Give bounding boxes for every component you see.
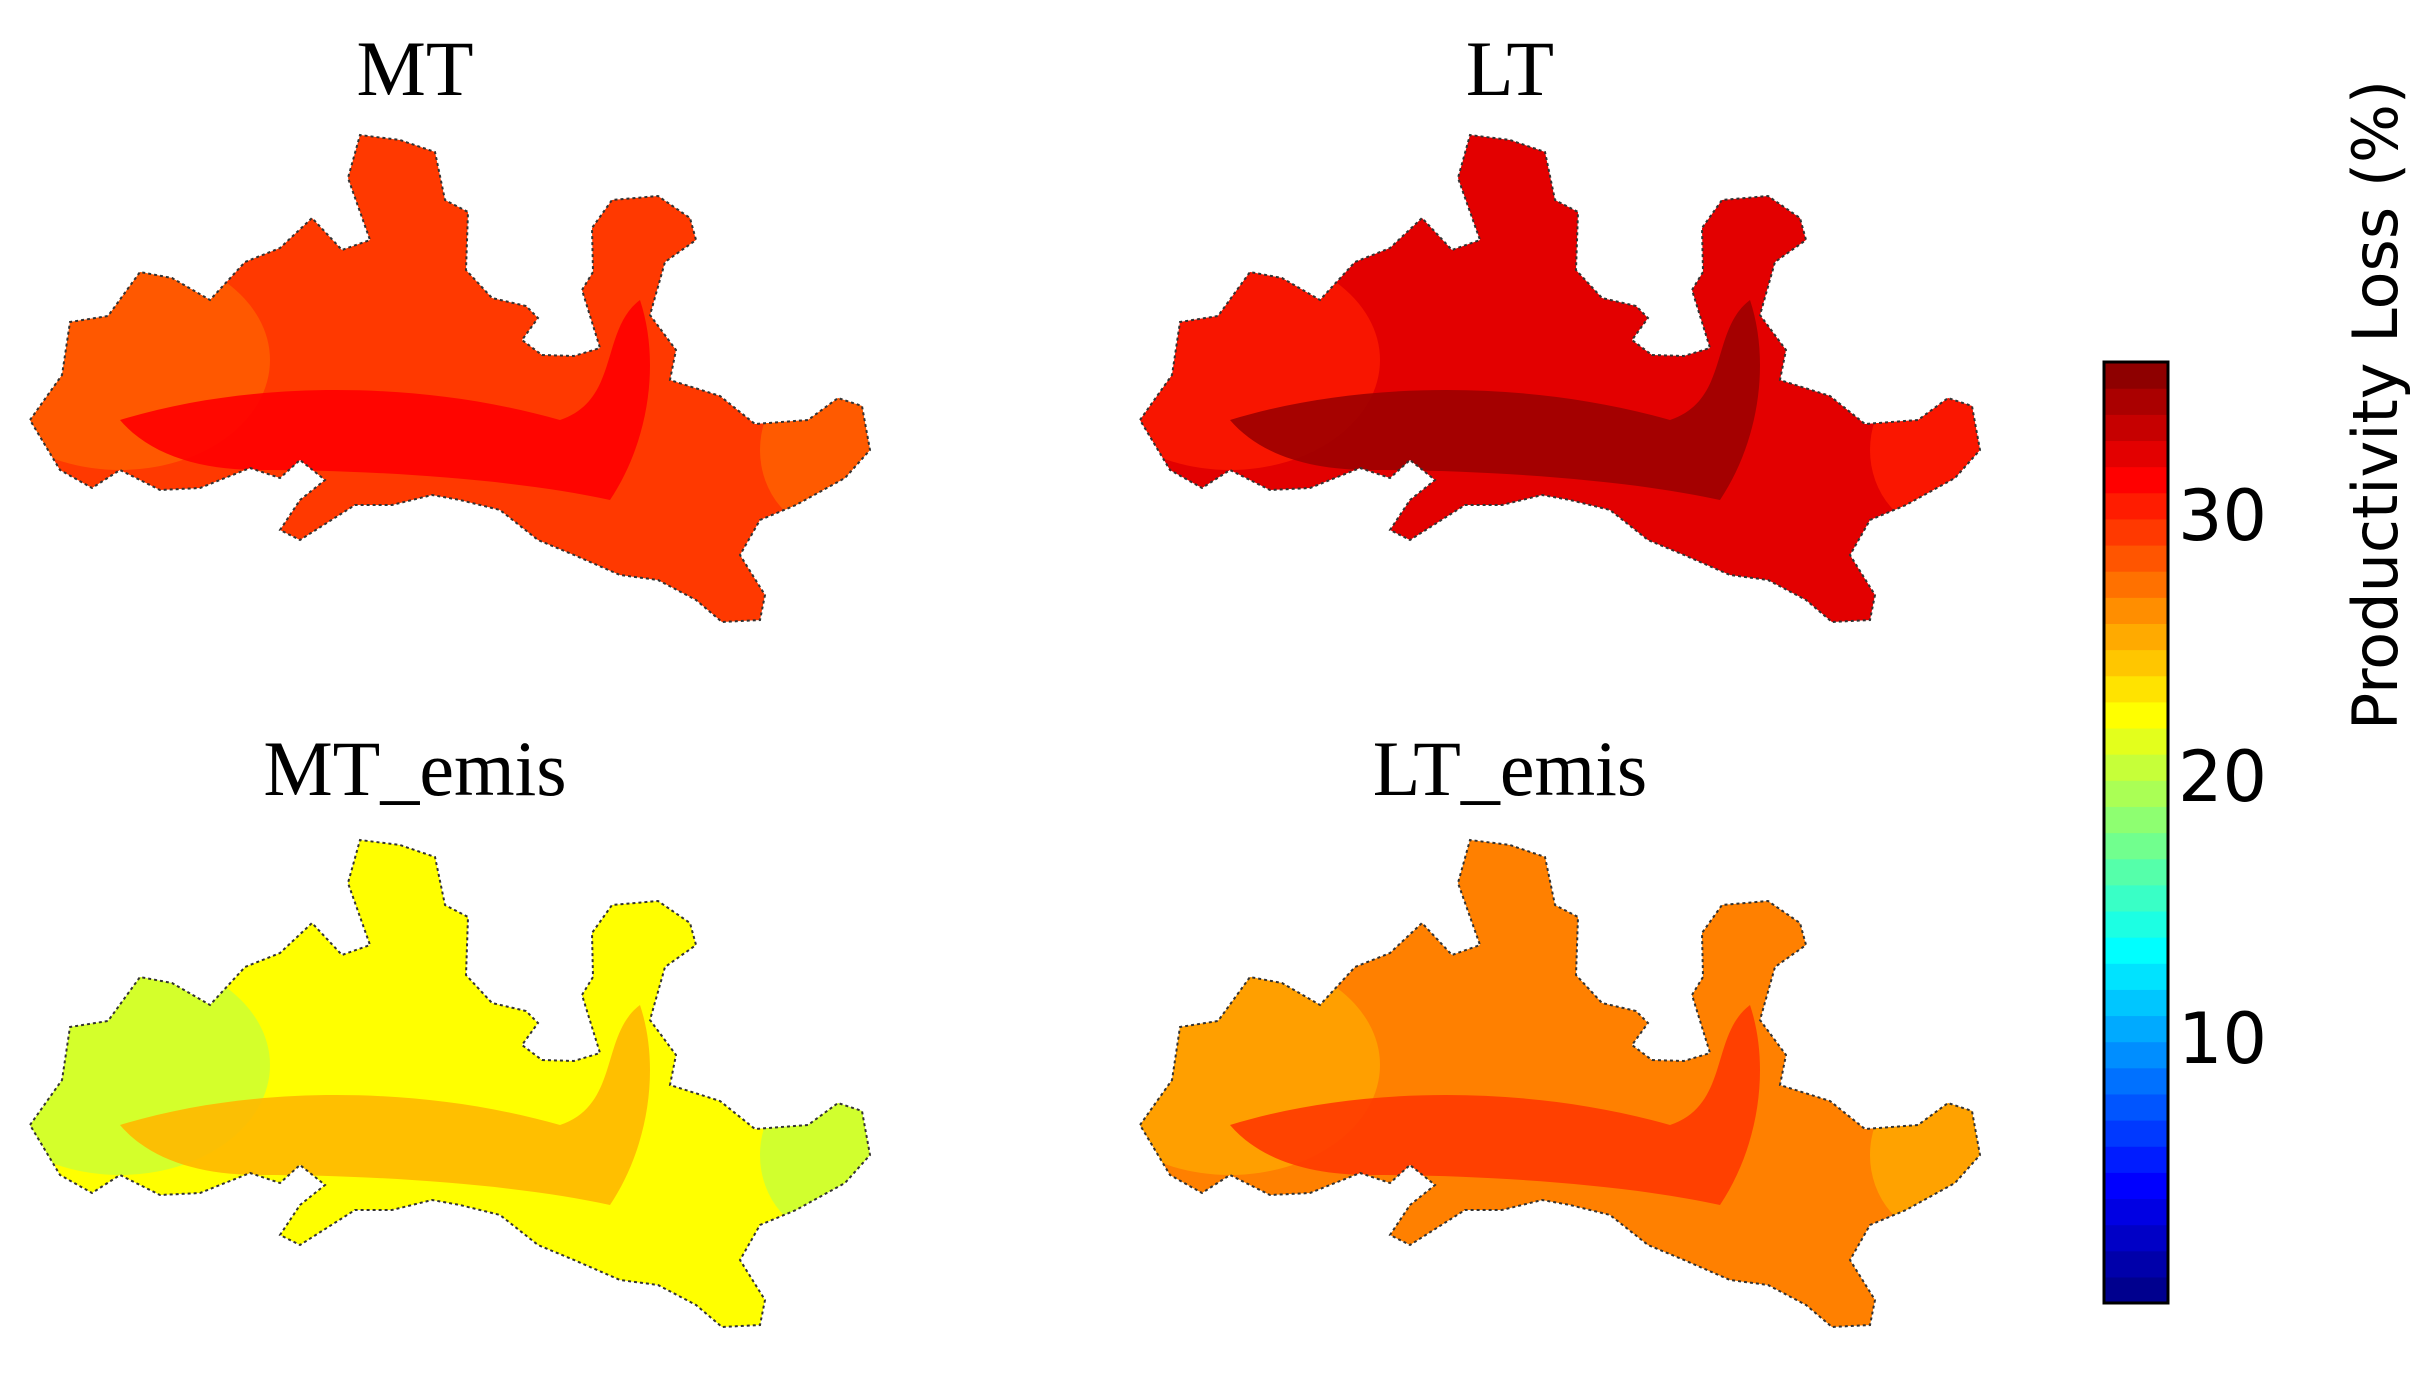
colorbar-band (2104, 1120, 2168, 1147)
colorbar-band (2104, 362, 2168, 389)
map-edge-zone (1870, 370, 1980, 530)
panel-title-lt: LT (1465, 25, 1555, 112)
colorbar-band (2104, 910, 2168, 938)
colorbar-band (2104, 884, 2168, 912)
colorbar-band (2104, 597, 2168, 624)
map-core-zone (120, 1005, 650, 1205)
colorbar-band (2104, 780, 2168, 807)
map-edge-zone (760, 370, 870, 530)
panel-title-mt: MT (356, 25, 474, 112)
map-core-zone (120, 300, 650, 500)
map-panel-lt-emis (1139, 839, 1981, 1328)
colorbar-band (2104, 414, 2168, 442)
colorbar-frame (2102, 360, 2170, 1305)
colorbar-band (2104, 440, 2168, 468)
colorbar-band (2104, 1067, 2168, 1095)
colorbar-band (2104, 649, 2168, 677)
colorbar-band (2104, 989, 2168, 1017)
colorbar-band (2104, 1250, 2168, 1278)
map-core-zone (1230, 300, 1760, 500)
colorbar (2102, 360, 2170, 1305)
colorbar-band (2104, 701, 2168, 729)
colorbar-band (2104, 858, 2168, 886)
panel-title-mt-emis: MT_emis (263, 725, 567, 812)
colorbar-band (2104, 388, 2168, 415)
colorbar-band (2104, 1224, 2168, 1252)
colorbar-label: Productivity Loss (%) (2339, 79, 2412, 731)
colorbar-band (2104, 1276, 2168, 1304)
colorbar-tick-10: 10 (2178, 997, 2268, 1080)
colorbar-band (2104, 1015, 2168, 1043)
colorbar-band (2104, 963, 2168, 990)
map-panels (29, 134, 1981, 1328)
map-panel-mt-emis (29, 839, 871, 1328)
colorbar-band (2104, 727, 2168, 755)
colorbar-band (2104, 1093, 2168, 1121)
colorbar-tick-20: 20 (2178, 736, 2268, 819)
colorbar-tick-30: 30 (2178, 474, 2268, 557)
colorbar-band (2104, 466, 2168, 494)
map-edge-zone (1870, 1075, 1980, 1235)
colorbar-band (2104, 937, 2168, 964)
colorbar-band (2104, 1041, 2168, 1069)
colorbar-band (2104, 754, 2168, 781)
colorbar-band (2104, 806, 2168, 834)
panel-title-lt-emis: LT_emis (1372, 725, 1648, 812)
map-panel-lt (1139, 134, 1981, 623)
colorbar-band (2104, 492, 2168, 520)
colorbar-band (2104, 623, 2168, 651)
colorbar-band (2104, 571, 2168, 598)
colorbar-band (2104, 675, 2168, 703)
map-panel-mt (29, 134, 871, 623)
colorbar-band (2104, 1198, 2168, 1226)
map-core-zone (1230, 1005, 1760, 1205)
colorbar-band (2104, 1146, 2168, 1173)
colorbar-band (2104, 544, 2168, 572)
colorbar-band (2104, 1172, 2168, 1200)
colorbar-band (2104, 832, 2168, 860)
map-edge-zone (760, 1075, 870, 1235)
colorbar-band (2104, 518, 2168, 546)
